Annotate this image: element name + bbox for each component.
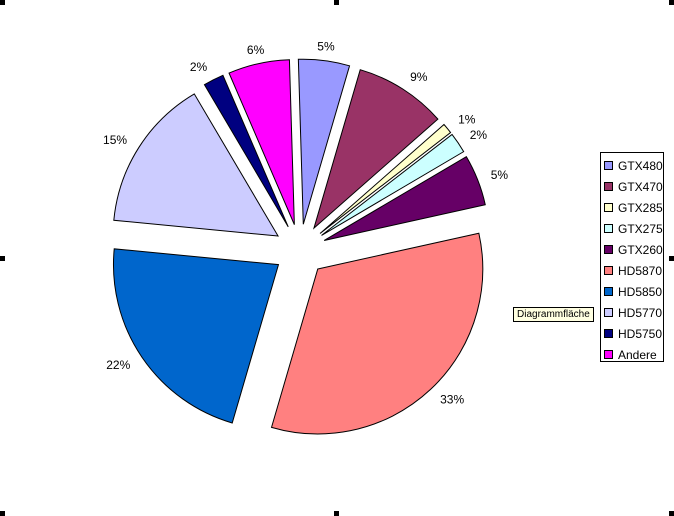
data-label-gtx260: 5% (491, 168, 509, 182)
legend-label: HD5850 (618, 284, 663, 299)
pie-slice-hd5750[interactable] (203, 74, 289, 228)
pie-slice-hd5870[interactable] (270, 232, 484, 435)
legend-swatch (604, 308, 613, 317)
data-label-hd5770: 15% (103, 133, 127, 147)
legend-item-gtx470[interactable]: GTX470 (604, 176, 664, 197)
selection-handle-middle-right[interactable] (669, 256, 674, 261)
legend-label: Andere (618, 347, 657, 362)
legend-swatch (604, 350, 613, 359)
legend-item-hd5770[interactable]: HD5770 (604, 302, 664, 323)
data-label-gtx470: 9% (410, 70, 428, 84)
legend-swatch (604, 329, 613, 338)
legend-label: GTX260 (618, 242, 663, 257)
data-label-gtx480: 5% (317, 40, 335, 54)
legend-item-gtx285[interactable]: GTX285 (604, 197, 664, 218)
pie-slice-hd5850[interactable] (113, 248, 280, 424)
legend-item-andere[interactable]: Andere (604, 344, 664, 365)
selection-handle-middle-left[interactable] (0, 256, 5, 261)
legend-item-hd5850[interactable]: HD5850 (604, 281, 664, 302)
data-label-gtx285: 1% (458, 113, 476, 127)
legend-swatch (604, 245, 613, 254)
pie-slice-gtx260[interactable] (323, 155, 486, 241)
data-label-hd5750: 2% (190, 60, 208, 74)
chart-area-tooltip: Diagrammfläche (513, 307, 594, 322)
legend-label: GTX275 (618, 221, 663, 236)
selection-handle-top-right[interactable] (669, 0, 674, 5)
legend-swatch (604, 224, 613, 233)
pie-slice-hd5770[interactable] (113, 93, 279, 237)
selection-handle-bottom-left[interactable] (0, 511, 5, 516)
legend-label: GTX470 (618, 179, 663, 194)
legend-swatch (604, 287, 613, 296)
pie-slice-gtx470[interactable] (313, 69, 439, 230)
legend-label: HD5750 (618, 326, 663, 341)
pie-slice-gtx480[interactable] (297, 58, 351, 225)
legend-label: GTX285 (618, 200, 663, 215)
legend-label: GTX480 (618, 158, 663, 173)
legend-item-gtx275[interactable]: GTX275 (604, 218, 664, 239)
chart-legend[interactable]: GTX480 GTX470 GTX285 GTX275 GTX260 HD5870 HD58… (600, 152, 664, 362)
selection-handle-top-left[interactable] (0, 0, 5, 5)
legend-swatch (604, 161, 613, 170)
legend-swatch (604, 203, 613, 212)
legend-item-hd5750[interactable]: HD5750 (604, 323, 664, 344)
legend-label: HD5770 (618, 305, 663, 320)
pie-slice-gtx285[interactable] (319, 123, 452, 234)
legend-item-hd5870[interactable]: HD5870 (604, 260, 664, 281)
data-label-hd5850: 22% (106, 358, 130, 372)
data-label-hd5870: 33% (440, 393, 464, 407)
data-label-andere: 6% (247, 43, 265, 57)
pie-slice-gtx275[interactable] (321, 133, 465, 236)
selection-handle-top-center[interactable] (334, 0, 339, 5)
legend-swatch (604, 182, 613, 191)
selection-handle-bottom-right[interactable] (669, 511, 674, 516)
pie-slice-andere[interactable] (228, 59, 295, 225)
selection-handle-bottom-center[interactable] (334, 511, 339, 516)
legend-swatch (604, 266, 613, 275)
legend-item-gtx480[interactable]: GTX480 (604, 155, 664, 176)
data-label-gtx275: 2% (470, 128, 488, 142)
legend-label: HD5870 (618, 263, 663, 278)
legend-item-gtx260[interactable]: GTX260 (604, 239, 664, 260)
